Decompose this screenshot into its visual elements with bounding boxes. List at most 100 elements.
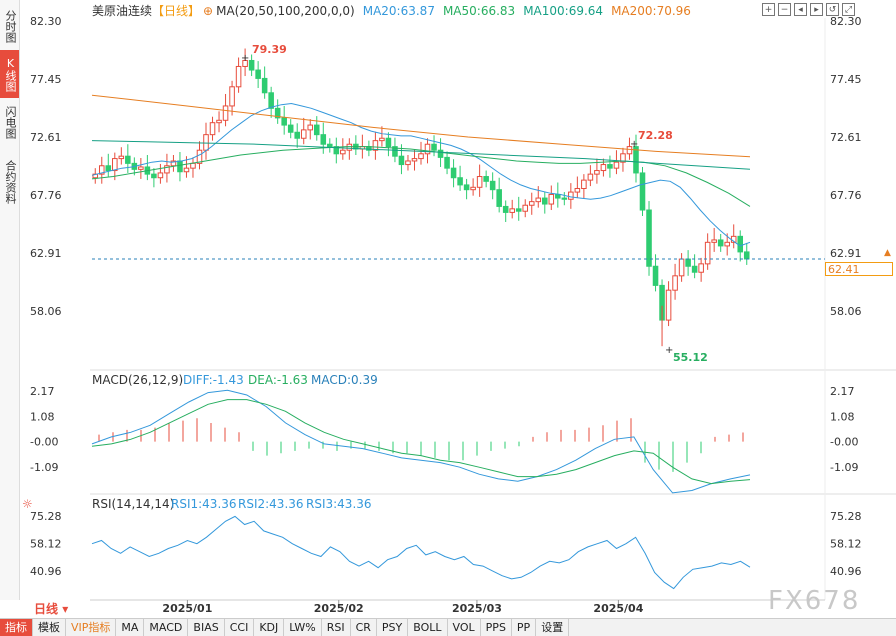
candle-body (151, 173, 157, 179)
tab-vol[interactable]: VOL (448, 619, 481, 636)
candle-body (418, 153, 424, 160)
tab-rsi[interactable]: RSI (322, 619, 351, 636)
zoom-out-icon[interactable]: − (778, 3, 791, 16)
candle-body (515, 208, 522, 212)
candle-body (242, 59, 248, 67)
low-label: 55.12 (673, 351, 708, 364)
candle-body (170, 160, 177, 167)
rsi-y-tick-right: 40.96 (830, 565, 862, 578)
move-left-icon[interactable]: ◂ (794, 3, 807, 16)
tab-boll[interactable]: BOLL (408, 619, 448, 636)
candle-body (313, 124, 320, 136)
candle-body (294, 131, 300, 139)
macd-dea-line (91, 399, 751, 485)
candle-body (307, 124, 314, 131)
fullscreen-icon[interactable]: ⤢ (842, 3, 855, 16)
tab-lw[interactable]: LW% (284, 619, 322, 636)
y-tick-label-right: 67.76 (830, 189, 862, 202)
candle-body (600, 164, 607, 172)
candle-body (711, 239, 717, 243)
candle-body (607, 164, 613, 169)
tab-psy[interactable]: PSY (377, 619, 409, 636)
candle-body (548, 193, 555, 205)
move-right-icon[interactable]: ▸ (810, 3, 823, 16)
tab-vip-indicator[interactable]: VIP指标 (66, 619, 117, 636)
period-selector-label: 日线 (34, 602, 59, 616)
tab-cci[interactable]: CCI (225, 619, 255, 636)
candle-body (255, 69, 261, 79)
ma-params[interactable]: MA(20,50,100,200,0,0) (216, 4, 355, 18)
y-tick-label-left: 58.06 (30, 305, 62, 318)
candle-body (183, 167, 190, 173)
low-marker: + (665, 345, 673, 356)
macd-y-tick-right: 1.08 (830, 410, 855, 423)
candle-body (157, 172, 164, 179)
y-tick-label-right: 58.06 (830, 305, 862, 318)
candle-body (639, 172, 646, 211)
tab-time-share[interactable]: 分时图 (4, 9, 17, 43)
candle-body (261, 77, 268, 94)
candle-body (287, 124, 294, 133)
tab-flash[interactable]: 闪电图 (4, 105, 17, 139)
candle-body (665, 289, 672, 321)
chart-header: 美原油连续【日线】 ⊕ MA(20,50,100,200,0,0) MA20:63.8… (92, 2, 699, 18)
macd-y-tick-left: 2.17 (30, 385, 55, 398)
macd-y-tick-left: -1.09 (30, 461, 58, 474)
ma20-line (91, 102, 751, 247)
tab-kdj[interactable]: KDJ (254, 619, 285, 636)
candle-body (470, 186, 476, 191)
ma100-line (91, 140, 751, 170)
rsi-title: RSI(14,14,14) (92, 497, 174, 511)
candle-body (450, 167, 457, 179)
candle-body (691, 265, 698, 273)
x-tick-label: 2025/04 (593, 602, 643, 615)
tab-settings[interactable]: 设置 (536, 619, 570, 636)
instrument-title: 美原油连续 (92, 4, 153, 18)
toggle-icon[interactable]: ⊕ (203, 4, 214, 18)
candle-body (717, 239, 724, 247)
candle-body (222, 105, 229, 121)
zoom-in-icon[interactable]: + (762, 3, 775, 16)
tab-kline[interactable]: K线图 (0, 50, 19, 98)
tab-macd[interactable]: MACD (144, 619, 189, 636)
candle-body (698, 263, 704, 273)
candle-body (229, 86, 235, 107)
tab-contract-info[interactable]: 合约资料 (4, 160, 17, 204)
macd-value: MACD:0.39 (311, 373, 378, 387)
candle-body (392, 146, 398, 157)
period-selector[interactable]: 日线 ▾ (20, 601, 80, 617)
ma20-value: MA20:63.87 (362, 4, 435, 18)
candle-body (704, 241, 711, 265)
tab-indicator[interactable]: 指标 (0, 619, 33, 636)
tab-pp[interactable]: PP (512, 619, 537, 636)
macd-dea: DEA:-1.63 (248, 373, 308, 387)
y-tick-label-left: 82.30 (30, 15, 62, 28)
macd-diff: DIFF:-1.43 (183, 373, 244, 387)
reset-icon[interactable]: ↺ (826, 3, 839, 16)
y-tick-label-left: 67.76 (30, 189, 62, 202)
tab-pps[interactable]: PPS (481, 619, 512, 636)
candle-body (268, 92, 274, 109)
tab-bias[interactable]: BIAS (188, 619, 225, 636)
candle-body (620, 153, 626, 163)
candle-body (502, 205, 509, 213)
candle-body (574, 187, 581, 193)
tab-cr[interactable]: CR (351, 619, 377, 636)
period-label[interactable]: 【日线】 (152, 4, 201, 18)
tab-template[interactable]: 模板 (33, 619, 66, 636)
rsi-line (91, 515, 751, 590)
macd-title: MACD(26,12,9) (92, 373, 183, 387)
candle-body (496, 189, 502, 207)
high-marker: + (241, 53, 249, 64)
candle-body (581, 179, 587, 189)
candle-body (633, 146, 639, 174)
candle-body (509, 208, 515, 213)
tab-ma[interactable]: MA (116, 619, 145, 636)
chevron-down-icon: ▾ (62, 602, 69, 616)
y-tick-label-left: 62.91 (30, 247, 62, 260)
candle-body (118, 155, 125, 160)
ma100-value: MA100:69.64 (523, 4, 604, 18)
candle-body (274, 107, 281, 119)
chart-canvas[interactable]: 82.30 82.30 77.45 77.45 72.61 72.61 67.76 67.76… (0, 0, 896, 618)
candle-body (235, 65, 242, 88)
